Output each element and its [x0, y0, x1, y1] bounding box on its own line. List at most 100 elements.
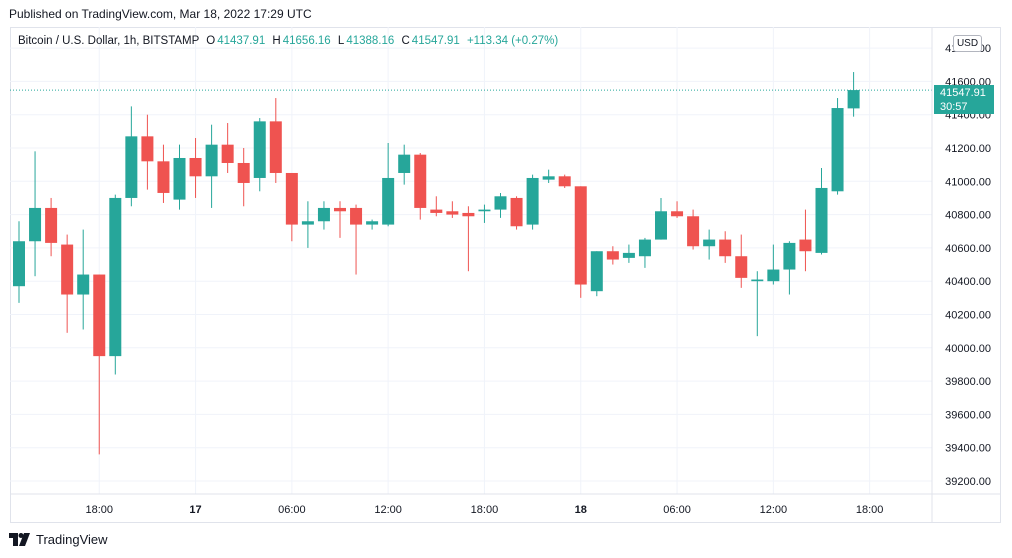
candle [398, 144, 411, 185]
price-axis: 39200.00 39400.00 39600.00 39800.00 40000.00… [945, 43, 991, 488]
symbol-title: Bitcoin / U.S. Dollar, 1h, BITSTAMP [18, 35, 200, 47]
price-tick-label: 41200.00 [945, 143, 991, 155]
low-label: L [337, 35, 345, 47]
candle [622, 244, 635, 263]
price-tick-label: 40000.00 [945, 343, 991, 355]
candle-body [317, 207, 330, 222]
candle-body [815, 187, 828, 253]
time-tick-label: 17 [189, 504, 201, 516]
candle [13, 221, 25, 303]
candle [687, 209, 700, 250]
price-tick-label: 39200.00 [945, 476, 991, 488]
candle-body [847, 90, 860, 109]
candle [350, 204, 363, 275]
candle [109, 194, 122, 375]
candle-body [558, 176, 571, 187]
candle [606, 246, 619, 265]
candle [751, 271, 764, 337]
price-tick-label: 40200.00 [945, 310, 991, 322]
candle-body [719, 239, 732, 257]
candle-body [590, 251, 603, 292]
price-tick-label: 39600.00 [945, 409, 991, 421]
candle-body [285, 172, 298, 225]
candle [221, 123, 234, 173]
candle [301, 201, 314, 248]
candle [77, 229, 90, 330]
candle-body [751, 279, 764, 282]
time-tick-label: 18:00 [85, 504, 113, 516]
candle [382, 143, 395, 227]
candle-body [735, 256, 748, 278]
candle-body [189, 157, 202, 177]
time-tick-label: 18:00 [471, 504, 499, 516]
candle-body [606, 251, 619, 260]
change-value: +113.34 (+0.27%) [466, 35, 559, 47]
candle-body [61, 244, 74, 295]
candles [13, 72, 860, 455]
candle [799, 209, 812, 272]
candle [783, 241, 796, 295]
candle [366, 219, 379, 230]
candle [61, 234, 74, 333]
candle [430, 196, 443, 217]
candle-body [29, 207, 42, 242]
last-price-value: 41547.91 [940, 87, 986, 99]
candle [719, 231, 732, 263]
candle [125, 106, 138, 207]
candle-body [655, 211, 667, 240]
time-tick-label: 18:00 [856, 504, 884, 516]
price-tick-label: 39400.00 [945, 443, 991, 455]
candle-body [687, 216, 700, 247]
footer-brand[interactable]: TradingView [9, 532, 108, 547]
candle-body [622, 252, 635, 258]
candle-body [703, 239, 716, 247]
open-label: O [206, 35, 216, 47]
price-tick-label: 39800.00 [945, 376, 991, 388]
candle [462, 206, 475, 272]
bar-countdown: 30:57 [940, 101, 968, 113]
time-tick-label: 06:00 [278, 504, 306, 516]
candle-body [253, 121, 266, 178]
candle-body [157, 161, 170, 193]
price-tick-label: 40800.00 [945, 210, 991, 222]
candle [189, 138, 202, 198]
candle-body [398, 154, 411, 173]
candle-body [671, 211, 684, 217]
candle [735, 234, 748, 288]
time-axis: 18:00 17 06:00 12:00 18:00 18 06:00 12:00 18:00 [85, 504, 883, 516]
candle [45, 197, 58, 257]
candle-body [221, 144, 234, 163]
currency-button[interactable]: USD [953, 35, 982, 52]
candle [253, 118, 266, 192]
candle [542, 169, 555, 183]
time-tick-label: 12:00 [374, 504, 402, 516]
price-tick-label: 40600.00 [945, 243, 991, 255]
open-value: 41437.91 [217, 35, 266, 47]
candle-body [799, 239, 812, 252]
candle-body [462, 212, 475, 217]
price-tick-label: 41000.00 [945, 176, 991, 188]
candle [157, 144, 170, 203]
high-value: 41656.16 [282, 35, 331, 47]
candle [815, 167, 828, 255]
candle [638, 237, 651, 268]
candle-body [366, 221, 379, 225]
time-tick-label: 12:00 [760, 504, 788, 516]
candle [558, 174, 571, 188]
candle-body [350, 207, 363, 225]
candle-body [526, 177, 539, 225]
candle [590, 251, 603, 297]
candle [269, 98, 282, 183]
candle [831, 98, 844, 195]
candle [93, 274, 106, 455]
last-price-tag: 41547.91 30:57 [934, 85, 994, 114]
price-tick-label: 40400.00 [945, 276, 991, 288]
candle-body [430, 209, 443, 213]
candle [478, 204, 491, 223]
candle [703, 229, 716, 260]
time-tick-label: 18 [575, 504, 587, 516]
candle [510, 196, 523, 230]
candle-body [13, 241, 25, 287]
close-value: 41547.91 [411, 35, 460, 47]
